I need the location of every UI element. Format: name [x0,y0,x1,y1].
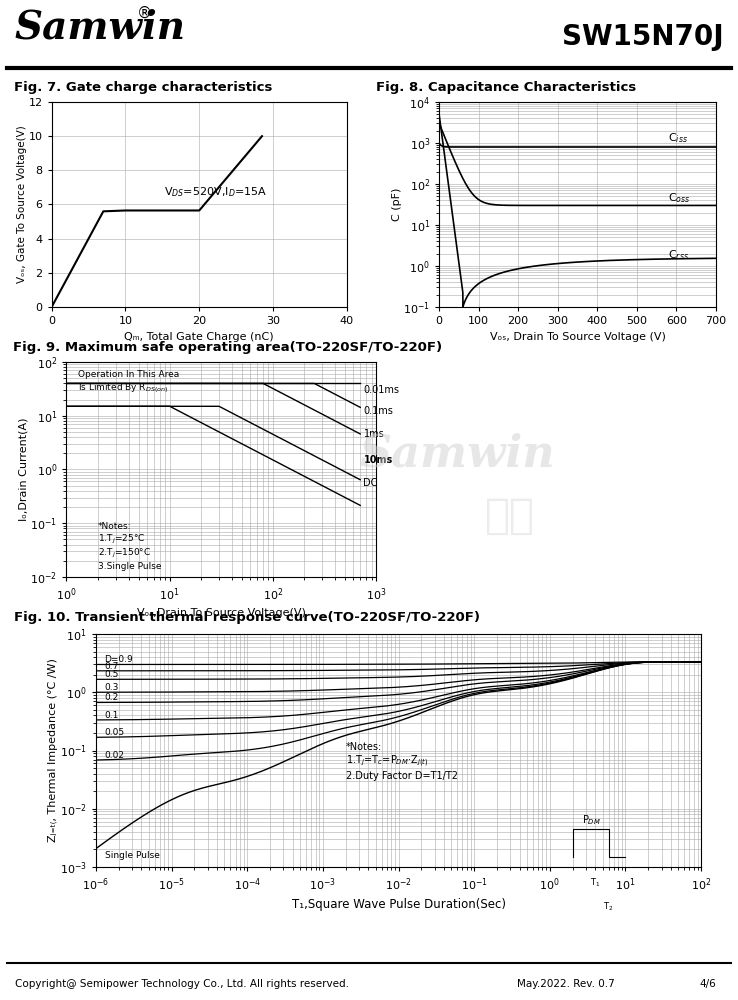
Text: 10ms: 10ms [364,455,393,465]
Text: Fig. 10. Transient thermal response curve(TO-220SF/TO-220F): Fig. 10. Transient thermal response curv… [14,610,480,624]
Text: 0.3: 0.3 [105,683,119,692]
Text: 0.1: 0.1 [105,711,119,720]
Text: Samwin: Samwin [15,8,186,46]
Text: Fig. 7. Gate charge characteristics: Fig. 7. Gate charge characteristics [15,81,273,94]
Text: Copyright@ Semipower Technology Co., Ltd. All rights reserved.: Copyright@ Semipower Technology Co., Ltd… [15,979,349,989]
Text: 0.5: 0.5 [105,670,119,679]
Text: Fig. 9. Maximum safe operating area(TO-220SF/TO-220F): Fig. 9. Maximum safe operating area(TO-2… [13,340,441,354]
Text: V$_{DS}$=520V,I$_D$=15A: V$_{DS}$=520V,I$_D$=15A [164,185,267,199]
Text: SW15N70J: SW15N70J [562,23,723,51]
Text: C$_{rss}$: C$_{rss}$ [669,249,689,262]
Text: 0.01ms: 0.01ms [364,385,399,395]
Text: C$_{oss}$: C$_{oss}$ [669,191,691,205]
Text: T$_2$: T$_2$ [604,900,614,913]
Y-axis label: Zⱼ₌ₜ₍, Thermal Impedance (°C /W): Zⱼ₌ₜ₍, Thermal Impedance (°C /W) [49,659,58,842]
Text: ®: ® [137,5,152,20]
Text: 保密: 保密 [485,495,535,537]
X-axis label: T₁,Square Wave Pulse Duration(Sec): T₁,Square Wave Pulse Duration(Sec) [292,898,506,911]
Text: *Notes:
1.T$_j$=25°C
2.T$_j$=150°C
3.Single Pulse: *Notes: 1.T$_j$=25°C 2.T$_j$=150°C 3.Sin… [97,522,161,571]
Text: DC: DC [364,478,378,488]
Text: Samwin: Samwin [359,433,555,476]
Text: *Notes:
1.T$_j$=T$_c$=P$_{DM}$·Z$_{j(t)}$
2.Duty Factor D=T1/T2: *Notes: 1.T$_j$=T$_c$=P$_{DM}$·Z$_{j(t)}… [345,742,458,781]
Text: 0.05: 0.05 [105,728,125,737]
Text: T$_1$: T$_1$ [590,877,601,889]
Y-axis label: C (pF): C (pF) [392,188,401,221]
Text: Single Pulse: Single Pulse [105,851,159,860]
X-axis label: Qₘ, Total Gate Charge (nC): Qₘ, Total Gate Charge (nC) [125,332,274,342]
Y-axis label: Vₒₛ, Gate To Source Voltage(V): Vₒₛ, Gate To Source Voltage(V) [17,126,27,283]
Y-axis label: Iₒ,Drain Current(A): Iₒ,Drain Current(A) [19,418,29,521]
Text: Fig. 8. Capacitance Characteristics: Fig. 8. Capacitance Characteristics [376,81,636,94]
Text: 0.1ms: 0.1ms [364,406,393,416]
Text: D=0.9: D=0.9 [105,655,134,664]
X-axis label: Vₒₛ, Drain To Source Voltage (V): Vₒₛ, Drain To Source Voltage (V) [489,332,666,342]
Text: Operation In This Area
Is Limited By R$_{DS(on)}$: Operation In This Area Is Limited By R$_… [78,370,179,395]
X-axis label: Vₒₛ,Drain To Source Voltage(V): Vₒₛ,Drain To Source Voltage(V) [137,608,306,618]
Text: 0.02: 0.02 [105,751,125,760]
Text: 1ms: 1ms [364,429,384,439]
Text: 0.7: 0.7 [105,662,119,671]
Text: C$_{iss}$: C$_{iss}$ [669,131,689,145]
Text: 0.2: 0.2 [105,693,119,702]
Text: P$_{DM}$: P$_{DM}$ [582,814,601,827]
Text: 4/6: 4/6 [699,979,716,989]
Text: May.2022. Rev. 0.7: May.2022. Rev. 0.7 [517,979,614,989]
